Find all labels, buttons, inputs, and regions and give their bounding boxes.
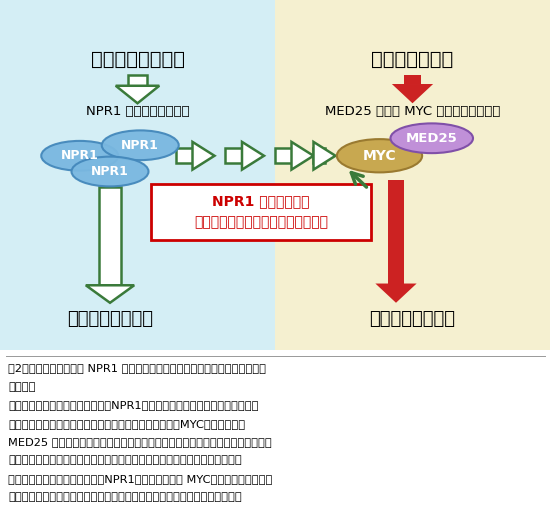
Text: NPR1 タンパク質の蓄積: NPR1 タンパク質の蓄積 [86,105,189,118]
Ellipse shape [337,139,422,172]
Text: るモデル: るモデル [8,382,36,391]
Text: 植物に病害微生物が感染すると、NPR1　タンパク質が蓄積し、病害抵抗性を: 植物に病害微生物が感染すると、NPR1 タンパク質が蓄積し、病害抵抗性を [8,400,258,410]
FancyBboxPatch shape [99,187,121,285]
Polygon shape [392,84,433,103]
Bar [275,0,550,350]
Polygon shape [116,86,160,103]
Text: 通常、この虫害抵抗性によって昆虫の被害は軽減されますが、植物が同時に: 通常、この虫害抵抗性によって昆虫の被害は軽減されますが、植物が同時に [8,455,242,466]
Text: NPR1: NPR1 [61,149,98,162]
Ellipse shape [41,141,118,171]
Text: NPR1: NPR1 [122,139,159,152]
Text: 用することで、この虫害抵抗性を強く抑制することが明らかになりました。: 用することで、この虫害抵抗性を強く抑制することが明らかになりました。 [8,493,242,502]
Ellipse shape [102,130,179,160]
Polygon shape [292,142,313,170]
FancyBboxPatch shape [176,148,192,164]
Ellipse shape [72,157,148,187]
Text: MED25: MED25 [406,132,458,145]
FancyBboxPatch shape [314,148,324,164]
Text: MED25 タンパク質が相互作用することで虫害抵抗性が促進されます（右図）。: MED25 タンパク質が相互作用することで虫害抵抗性が促進されます（右図）。 [8,437,272,447]
Text: 虫害抵抗性の促進: 虫害抵抗性の促進 [370,310,455,328]
Text: 病原微生物の感染: 病原微生物の感染 [91,50,184,69]
Text: 病原微生物に感染していると、NPR1　タンパク質は MYC　転写因子と相互作: 病原微生物に感染していると、NPR1 タンパク質は MYC 転写因子と相互作 [8,474,272,484]
Text: 昆虫による摘食: 昆虫による摘食 [371,50,454,69]
Polygon shape [192,142,215,170]
FancyBboxPatch shape [151,184,371,240]
Bar [388,180,404,284]
Polygon shape [242,142,264,170]
Text: MED25 による MYC 転写因子の活性化: MED25 による MYC 転写因子の活性化 [325,105,500,118]
Text: 促進します（左図）。一方、昆虫が植物を摘食すると、MYC　転写因子と: 促進します（左図）。一方、昆虫が植物を摘食すると、MYC 転写因子と [8,419,245,429]
Polygon shape [375,284,417,303]
FancyBboxPatch shape [226,148,242,164]
Text: NPR1: NPR1 [91,165,129,178]
Text: NPR1 タンパク質が
虫害抵抗性を陀害することを発見！: NPR1 タンパク質が 虫害抵抗性を陀害することを発見！ [194,195,328,229]
Text: MYC: MYC [362,149,397,163]
Bar [0,0,275,350]
Text: 図2．　植物の免疫系が NPR1 タンパク質を介して虫害防御システムを陀害す: 図2． 植物の免疫系が NPR1 タンパク質を介して虫害防御システムを陀害す [8,363,266,373]
Bar [404,75,421,84]
Polygon shape [314,142,336,170]
Text: 病害抵抗性の促進: 病害抵抗性の促進 [67,310,153,328]
FancyBboxPatch shape [128,75,147,86]
Ellipse shape [390,123,473,153]
Polygon shape [86,285,134,303]
FancyBboxPatch shape [275,148,292,164]
